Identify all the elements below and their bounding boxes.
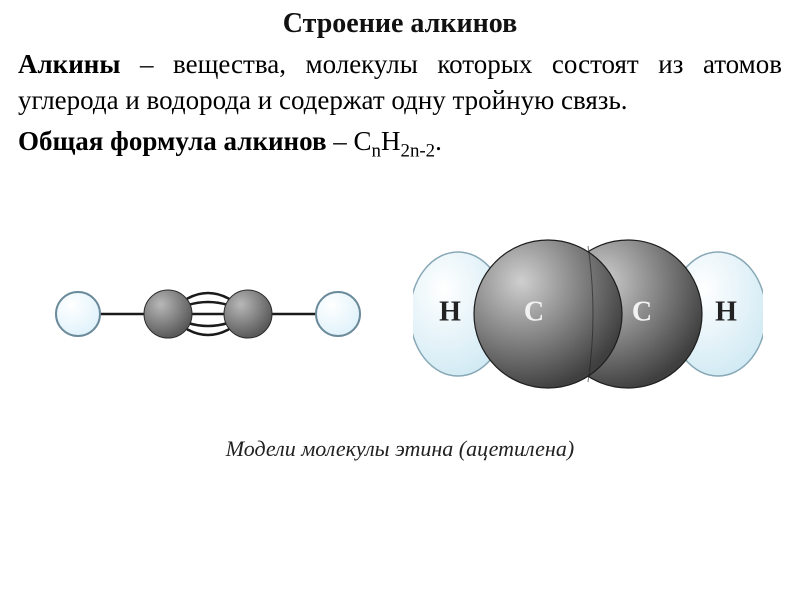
diagram-caption: Модели молекулы этина (ацетилена) <box>0 436 800 462</box>
svg-text:H: H <box>439 296 461 327</box>
formula-sub-2n2: 2n-2 <box>401 140 436 161</box>
definition-text: – вещества, молекулы которых состоят из … <box>18 49 782 115</box>
svg-text:H: H <box>715 296 737 327</box>
ball-stick-model <box>38 229 378 399</box>
space-fill-model: HCCH <box>413 219 763 409</box>
formula-suffix: . <box>435 126 442 156</box>
page-title: Строение алкинов <box>0 8 800 40</box>
formula-mid: H <box>381 126 401 156</box>
paragraph-formula: Общая формула алкинов – CnH2n-2. <box>0 123 800 164</box>
formula-prefix: – C <box>327 126 372 156</box>
paragraph-definition: Алкины – вещества, молекулы которых сост… <box>0 46 800 119</box>
svg-text:C: C <box>523 296 543 327</box>
term-highlight: Алкины <box>18 49 120 79</box>
diagram-row: HCCH <box>0 204 800 424</box>
svg-text:C: C <box>631 296 651 327</box>
formula-label: Общая формула алкинов <box>18 126 327 156</box>
formula-sub-n: n <box>372 140 381 161</box>
